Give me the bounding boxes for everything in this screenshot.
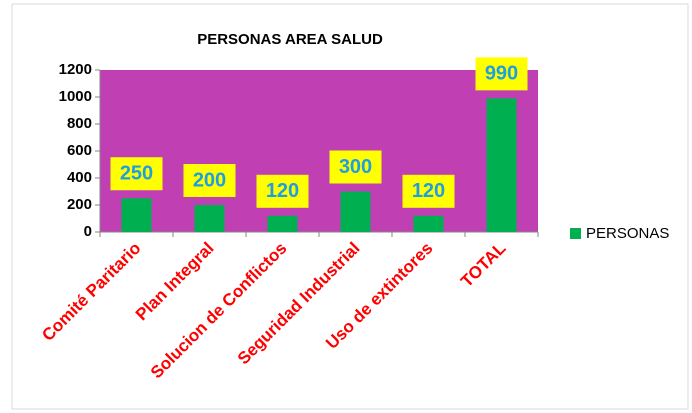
plot-area: [100, 70, 538, 232]
y-tick-label: 800: [67, 115, 92, 132]
y-tick-label: 1000: [59, 88, 92, 105]
bar: [267, 215, 298, 232]
data-label-box: [329, 150, 382, 184]
y-tick-label: 1200: [59, 61, 92, 78]
data-label-box: [475, 57, 528, 91]
data-label-box: [402, 174, 455, 208]
y-tick-label: 400: [67, 169, 92, 186]
bar: [340, 191, 371, 232]
bar: [486, 98, 517, 232]
bar: [413, 215, 444, 232]
bar: [121, 198, 152, 232]
legend-swatch: [570, 228, 581, 239]
data-label: 120: [412, 180, 445, 202]
bar: [194, 205, 225, 232]
data-label: 200: [193, 169, 226, 191]
y-tick-label: 200: [67, 196, 92, 213]
legend-label: PERSONAS: [586, 225, 669, 242]
data-label: 300: [339, 156, 372, 178]
data-label: 120: [266, 180, 299, 202]
data-label: 990: [485, 63, 518, 85]
data-label-box: [256, 174, 309, 208]
data-label-box: [183, 164, 236, 197]
y-tick-label: 0: [84, 223, 92, 240]
chart-title: PERSONAS AREA SALUD: [197, 31, 383, 48]
data-label: 250: [120, 163, 153, 185]
data-label-box: [110, 157, 163, 191]
y-tick-label: 600: [67, 142, 92, 159]
